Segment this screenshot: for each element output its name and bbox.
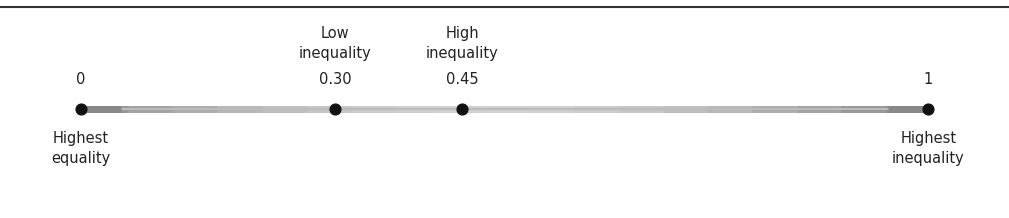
Point <box>73 107 89 111</box>
Text: 0: 0 <box>76 72 86 87</box>
Point <box>454 107 470 111</box>
Text: Highest
inequality: Highest inequality <box>892 131 965 166</box>
Point <box>920 107 936 111</box>
Text: Highest
equality: Highest equality <box>51 131 110 166</box>
Text: Low
inequality: Low inequality <box>299 26 371 61</box>
Text: 0.30: 0.30 <box>319 72 351 87</box>
Text: 1: 1 <box>923 72 933 87</box>
Text: High
inequality: High inequality <box>426 26 498 61</box>
Point <box>327 107 343 111</box>
Text: 0.45: 0.45 <box>446 72 478 87</box>
